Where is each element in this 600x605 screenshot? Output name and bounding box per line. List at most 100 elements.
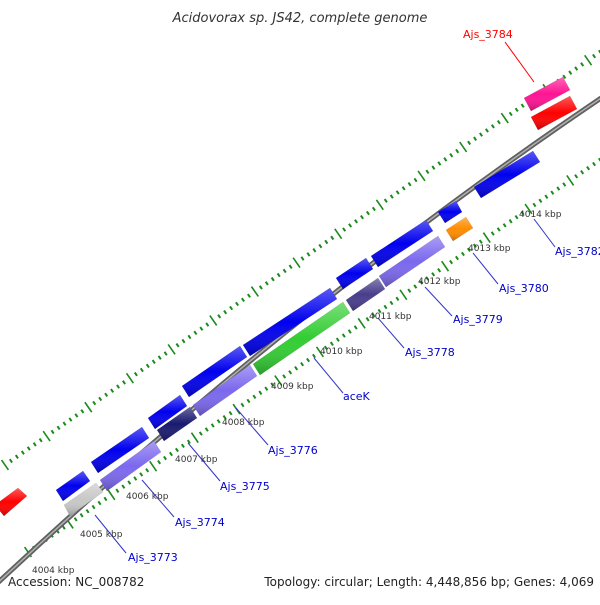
kbp-label-4008: 4008 kbp: [222, 418, 265, 428]
tick-marks: [0, 49, 600, 558]
minor-tick: [258, 390, 263, 395]
minor-tick: [97, 500, 102, 506]
minor-tick: [478, 239, 483, 244]
minor-tick: [56, 425, 61, 431]
kbp-label-4014: 4014 kbp: [519, 210, 562, 220]
gene-label-ajs-3782[interactable]: Ajs_3782: [555, 245, 600, 258]
minor-tick: [246, 398, 251, 404]
minor-tick: [574, 174, 579, 179]
major-tick: [292, 257, 301, 269]
minor-tick: [592, 53, 597, 59]
feature-orange[interactable]: [445, 216, 474, 242]
minor-tick: [341, 333, 346, 338]
minor-tick: [413, 284, 418, 289]
minor-tick: [354, 219, 359, 224]
gene-label-ajs-3773[interactable]: Ajs_3773: [128, 551, 178, 564]
minor-tick: [556, 186, 561, 191]
major-tick: [0, 459, 10, 471]
minor-tick: [312, 248, 317, 253]
minor-tick: [210, 423, 215, 428]
major-tick: [274, 375, 283, 386]
minor-tick: [335, 337, 340, 342]
minor-tick: [252, 394, 257, 400]
kbp-label-4010: 4010 kbp: [320, 347, 363, 357]
kbp-label-4006: 4006 kbp: [126, 492, 169, 502]
gene-label-ajs-3775[interactable]: Ajs_3775: [220, 480, 270, 493]
minor-tick: [91, 504, 96, 510]
major-tick: [500, 112, 509, 124]
minor-tick: [520, 103, 525, 108]
minor-tick: [139, 367, 144, 373]
minor-tick: [73, 517, 78, 522]
minor-tick: [240, 402, 245, 408]
gene-label-acek[interactable]: aceK: [343, 390, 371, 403]
minor-tick: [246, 293, 251, 298]
minor-tick: [157, 459, 162, 465]
minor-tick: [288, 264, 293, 269]
minor-tick: [383, 304, 388, 310]
minor-tick: [163, 455, 167, 461]
major-tick: [375, 199, 384, 211]
feature-red-left[interactable]: [0, 487, 28, 517]
gene-label-ajs-3784[interactable]: Ajs_3784: [463, 28, 513, 41]
minor-tick: [598, 157, 600, 162]
minor-tick: [467, 140, 472, 146]
callout-ajs-3780: [472, 252, 499, 285]
minor-tick: [62, 421, 67, 426]
minor-tick: [365, 317, 370, 322]
gene-label-ajs-3778[interactable]: Ajs_3778: [405, 346, 455, 359]
minor-tick: [133, 371, 138, 377]
callout-acek: [313, 357, 344, 394]
minor-tick: [276, 272, 281, 278]
minor-tick: [145, 468, 150, 473]
genome-summary-text: Topology: circular; Length: 4,448,856 bp…: [263, 575, 594, 589]
minor-tick: [264, 281, 269, 286]
minor-tick: [198, 431, 203, 436]
kbp-label-4009: 4009 kbp: [271, 382, 314, 392]
minor-tick: [181, 338, 186, 344]
major-tick: [524, 203, 533, 215]
major-tick: [42, 430, 51, 442]
minor-tick: [26, 446, 31, 451]
minor-tick: [38, 438, 43, 443]
minor-tick: [318, 243, 323, 249]
minor-tick: [282, 374, 287, 379]
minor-tick: [508, 219, 513, 224]
minor-tick: [79, 513, 84, 518]
gene-label-ajs-3774[interactable]: Ajs_3774: [175, 516, 225, 529]
minor-tick: [270, 276, 275, 282]
minor-tick: [169, 451, 173, 457]
major-tick: [167, 343, 176, 355]
gene-label-ajs-3780[interactable]: Ajs_3780: [499, 282, 549, 295]
major-tick: [584, 54, 593, 66]
minor-tick: [288, 370, 293, 375]
minor-tick: [496, 227, 501, 232]
map-title: Acidovorax sp. JS42, complete genome: [172, 11, 428, 26]
minor-tick: [228, 410, 233, 416]
minor-tick: [389, 194, 394, 199]
minor-tick: [395, 190, 400, 195]
kbp-label-4013: 4013 kbp: [468, 244, 511, 254]
major-tick: [107, 489, 116, 501]
minor-tick: [61, 525, 66, 530]
minor-tick: [562, 182, 567, 187]
tick-row-lower: [23, 157, 600, 558]
minor-tick: [110, 388, 115, 393]
minor-tick: [151, 359, 156, 364]
minor-tick: [508, 111, 513, 117]
minor-tick: [258, 285, 263, 290]
minor-tick: [300, 256, 305, 261]
minor-tick: [574, 66, 579, 71]
minor-tick: [342, 227, 347, 232]
gene-label-ajs-3776[interactable]: Ajs_3776: [268, 444, 318, 457]
minor-tick: [365, 210, 370, 216]
kbp-label-4012: 4012 kbp: [418, 277, 461, 287]
minor-tick: [127, 480, 132, 485]
minor-tick: [455, 255, 459, 261]
callout-ajs-3782: [533, 218, 556, 248]
callout-ajs-3775: [187, 442, 221, 482]
minor-tick: [425, 169, 430, 174]
gene-label-ajs-3779[interactable]: Ajs_3779: [453, 313, 503, 326]
feature-blue-6[interactable]: [335, 257, 374, 290]
